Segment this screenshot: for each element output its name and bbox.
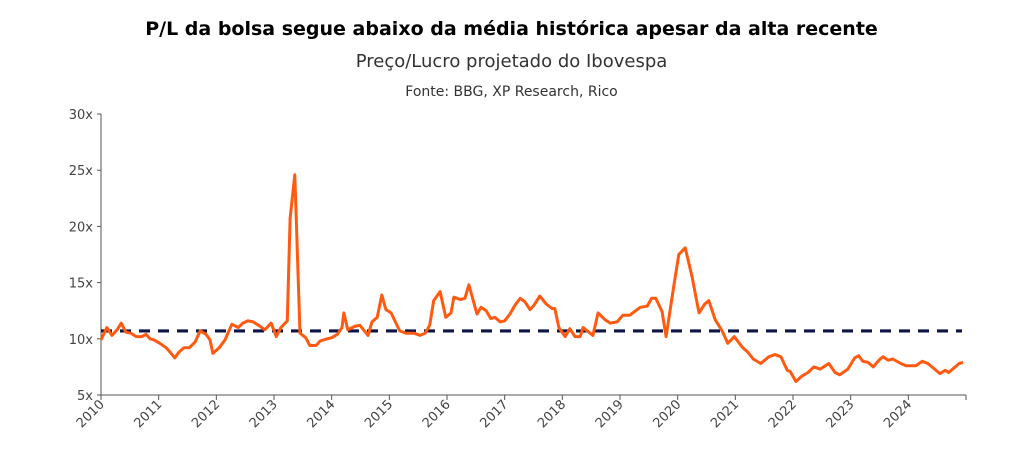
chart-source: Fonte: BBG, XP Research, Rico (405, 84, 618, 100)
x-tick-label: 2023 (823, 397, 857, 431)
x-tick-label: 2021 (708, 397, 742, 431)
x-tick-label: 2024 (881, 397, 915, 431)
pe-series-line (99, 173, 964, 383)
y-tick-label: 10x (69, 333, 94, 348)
x-tick-label: 2015 (362, 397, 396, 431)
chart-subtitle: Preço/Lucro projetado do Ibovespa (355, 51, 668, 72)
y-tick-label: 30x (69, 108, 94, 123)
chart-title: P/L da bolsa segue abaixo da média histó… (145, 18, 878, 40)
y-tick-label: 5x (77, 389, 93, 404)
x-tick-label: 2013 (247, 397, 281, 431)
x-tick-label: 2014 (304, 397, 338, 431)
x-tick-label: 2012 (189, 397, 223, 431)
x-tick-label: 2016 (420, 397, 454, 431)
x-tick-label: 2011 (131, 397, 165, 431)
y-tick-label: 15x (69, 277, 94, 292)
x-tick-label: 2020 (650, 397, 684, 431)
x-tick-label: 2022 (766, 397, 800, 431)
x-tick-label: 2019 (593, 397, 627, 431)
y-tick-label: 20x (69, 220, 94, 235)
x-tick-label: 2018 (535, 397, 569, 431)
x-tick-label: 2017 (477, 397, 511, 431)
y-tick-label: 25x (69, 164, 94, 179)
